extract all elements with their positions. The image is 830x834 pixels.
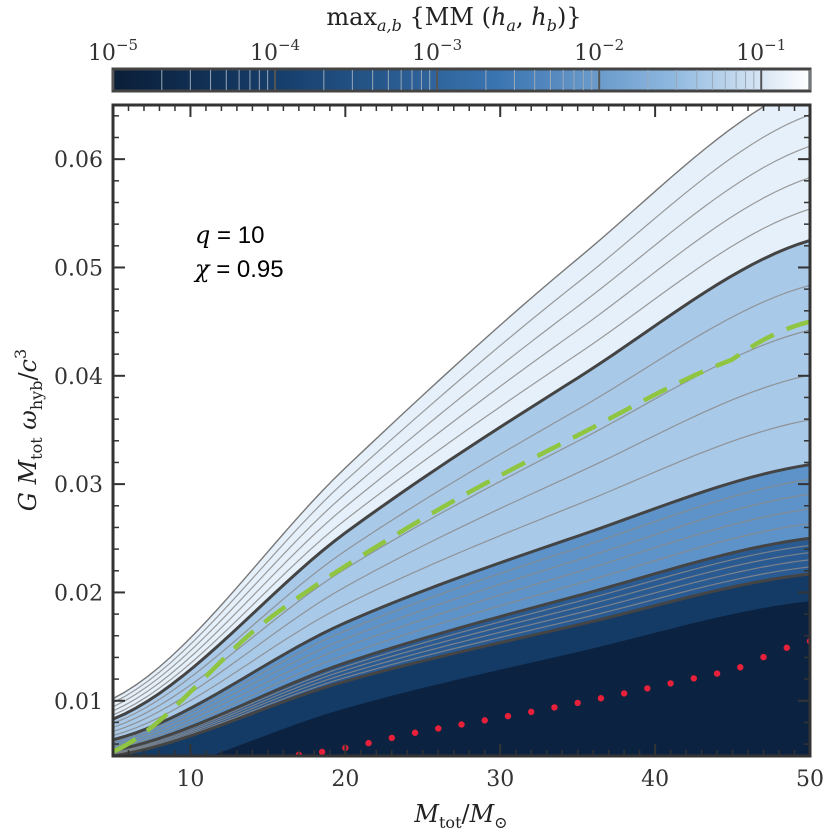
annotation-q: q = 10 [195, 221, 264, 249]
x-axis-ticks: 10 20 30 40 50 [127, 105, 824, 792]
contour-minor-line [113, 419, 810, 737]
series-line-dashed [113, 319, 810, 754]
series-point-dotted [458, 721, 465, 728]
colorbar-tick-label: 10−3 [412, 36, 462, 66]
y-axis-ticks: 0.01 0.02 0.03 0.04 0.05 0.06 [54, 115, 810, 745]
contour-minor-line [113, 114, 810, 704]
series-point-dotted [574, 699, 581, 707]
contour-minor-line [113, 559, 810, 755]
y-tick-label: 0.01 [54, 690, 103, 715]
contour-minor-line [113, 284, 810, 724]
colorbar-tick-labels: 10−5 10−4 10−3 10−2 10−1 [88, 36, 786, 66]
y-tick-label: 0.05 [54, 256, 103, 281]
series-point-dotted [388, 734, 395, 742]
series-point-dotted [737, 664, 744, 671]
x-tick-label: 20 [331, 767, 359, 792]
x-tick-label: 30 [486, 767, 514, 792]
contour-minor-line [113, 177, 810, 712]
colorbar-tick-label: 10−5 [88, 36, 138, 66]
series-point-dotted [504, 712, 512, 720]
colorbar-ticks [112, 70, 811, 90]
series-point-dotted [783, 644, 790, 651]
x-tick-label: 50 [796, 767, 824, 792]
y-tick-label: 0.06 [54, 148, 103, 173]
colorbar-tick-label: 10−2 [574, 36, 624, 66]
y-tick-label: 0.03 [54, 473, 103, 498]
heatmap-band [113, 574, 810, 756]
colorbar [111, 67, 812, 93]
contour-line [113, 572, 810, 756]
series-point-dotted [690, 675, 698, 682]
colorbar-tick-label: 10−1 [736, 36, 786, 66]
series-point-dotted [318, 748, 326, 756]
series-point-dotted [551, 704, 558, 711]
x-tick-label: 10 [176, 767, 204, 792]
series-point-dotted [760, 653, 767, 661]
series-point-dotted [481, 717, 488, 724]
contour-minor-line [113, 566, 810, 756]
series-point-dotted [528, 708, 535, 716]
annotation-chi: χ = 0.95 [193, 255, 284, 283]
contour-minor-line [113, 522, 810, 750]
plot-frame [111, 103, 812, 758]
series-point-dotted [620, 690, 628, 697]
contour-minor-line [113, 544, 810, 753]
heatmap-band [113, 105, 767, 699]
y-tick-label: 0.04 [54, 365, 103, 390]
series-point-dotted [713, 670, 721, 677]
heatmap-band [113, 105, 810, 720]
contour-minor-line [113, 478, 810, 743]
x-tick-label: 40 [641, 767, 669, 792]
colorbar-tick-label: 10−4 [250, 36, 300, 66]
contour-minor-line [113, 208, 810, 716]
contour-line [113, 238, 810, 721]
series-point-dotted [365, 739, 372, 747]
contour-minor-line [113, 551, 810, 754]
series-point-dotted [597, 695, 605, 702]
y-axis-title: G Mtot ωhyb/c3 [11, 349, 46, 511]
series-point-dotted [667, 680, 674, 687]
contour-minor-line [113, 374, 810, 733]
contour-line [113, 463, 810, 742]
contour-minor-line [113, 508, 810, 747]
contour-line [113, 105, 768, 700]
y-tick-label: 0.02 [54, 581, 103, 606]
series-point-dotted [644, 685, 651, 692]
heatmap-band [113, 240, 810, 740]
contour-line [113, 536, 810, 753]
contour-minor-line [113, 493, 810, 745]
contour-minor-line [113, 145, 810, 708]
x-axis-title: Mtot/M⊙ [413, 800, 507, 832]
series-point-dotted [411, 729, 419, 736]
contour-lines [113, 105, 810, 756]
colorbar-title: maxa,b {MM (ha, hb)} [326, 3, 581, 35]
plot-area [111, 103, 812, 758]
series-point-dotted [435, 725, 442, 732]
